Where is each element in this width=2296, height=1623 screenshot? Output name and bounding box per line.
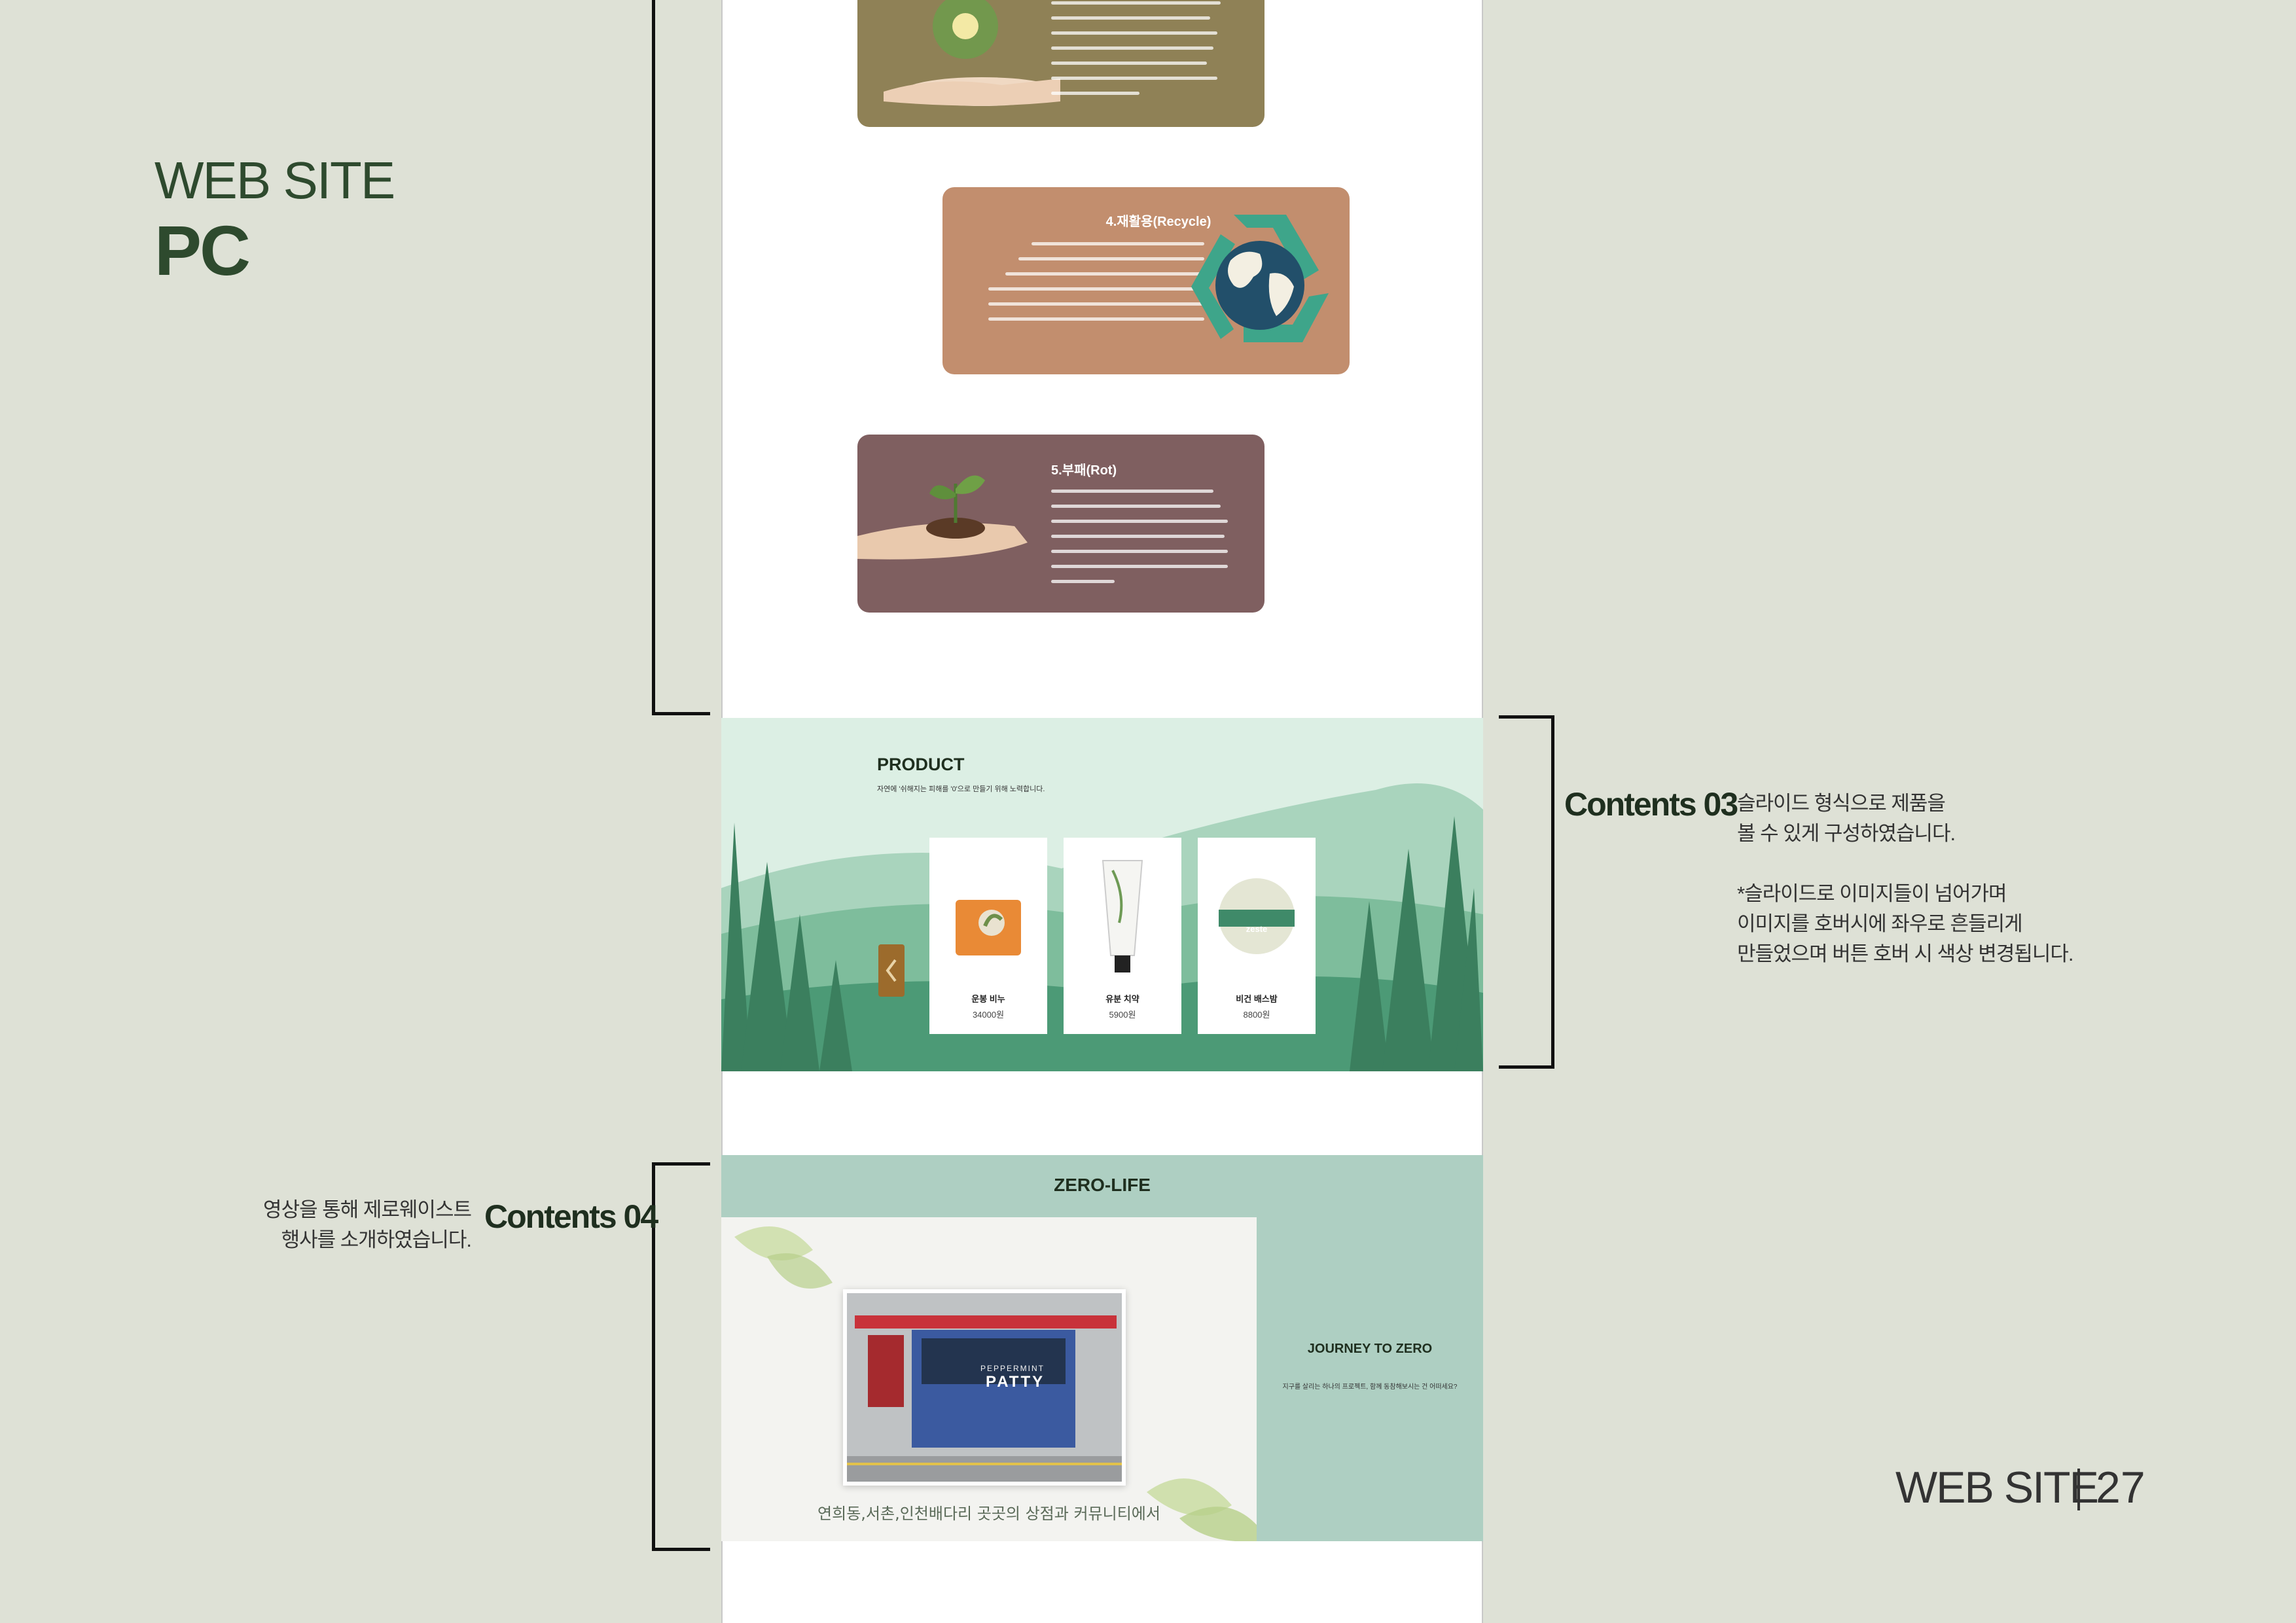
card-text-lines — [1051, 1, 1228, 107]
bathbomb-icon — [1219, 878, 1295, 954]
description-line: 이미지를 호버시에 좌우로 흔들리게 — [1737, 912, 2023, 935]
shop-sign-small: PEPPERMINT — [980, 1364, 1045, 1373]
sprout-hand-icon — [857, 475, 1028, 560]
section-subtitle: PC — [154, 211, 251, 290]
contents-03-title: Contents 03 — [1564, 786, 1738, 823]
bracket-contents-02 — [652, 0, 710, 715]
description-line: 볼 수 있게 구성하였습니다. — [1737, 822, 1956, 845]
product-section: PRODUCT 자연에 '쉬해지는 피해를 '0'으로 만들기 위해 노력합니다… — [721, 718, 1483, 1071]
description-line: *슬라이드로 이미지들이 넘어가며 — [1737, 882, 2007, 905]
contents-03-description: 슬라이드 형식으로 제품을 볼 수 있게 구성하였습니다. *슬라이드로 이미지… — [1737, 789, 2074, 969]
card-rot-title: 5.부패(Rot) — [1051, 463, 1117, 478]
footer-divider — [2077, 1469, 2080, 1510]
page-number: 27 — [2096, 1463, 2145, 1512]
hand-bulb-icon — [884, 0, 1060, 106]
shop-front-icon — [847, 1293, 1122, 1482]
product-name: 유분 치약 — [1105, 994, 1139, 1004]
product-title: PRODUCT — [877, 755, 965, 774]
journey-title: JOURNEY TO ZERO — [1307, 1342, 1433, 1356]
product-price: 5900원 — [1109, 1010, 1136, 1020]
zero-life-title: ZERO-LIFE — [1054, 1175, 1151, 1195]
footer-label: WEB SITE — [1895, 1463, 2099, 1512]
product-card[interactable]: zeste 비건 배스밤 8800원 — [1198, 838, 1316, 1034]
card-recycle-title: 4.재활용(Recycle) — [1105, 215, 1211, 229]
card-rot: 5.부패(Rot) — [857, 435, 1265, 613]
video-panel[interactable]: PEPPERMINT PATTY 연희동,서촌,인천배다리 곳곳의 상점과 커뮤… — [721, 1217, 1257, 1541]
description-line: 슬라이드 형식으로 제품을 — [1737, 792, 1946, 815]
contents-04-title: Contents 04 — [484, 1198, 658, 1235]
bathbomb-label: zeste — [1246, 924, 1268, 934]
card-recycle: 4.재활용(Recycle) — [942, 187, 1350, 374]
journey-text: 지구를 살리는 하나의 프로젝트, 함께 동참해보시는 건 어떠세요? — [1282, 1383, 1458, 1391]
bracket-contents-03 — [1499, 715, 1554, 1069]
card-text-lines — [1051, 490, 1228, 595]
section-title: WEB SITE — [154, 151, 395, 209]
product-card[interactable]: 운봉 비누 34000원 — [929, 838, 1047, 1034]
bracket-contents-04 — [652, 1162, 710, 1551]
card-text-lines — [988, 242, 1204, 332]
product-price: 34000원 — [972, 1010, 1005, 1020]
contents-04-description: 영상을 통해 제로웨이스트 행사를 소개하였습니다. — [249, 1195, 472, 1255]
shop-sign: PATTY — [986, 1373, 1045, 1391]
product-price: 8800원 — [1243, 1010, 1270, 1020]
soap-icon — [956, 900, 1021, 955]
slider-prev-button[interactable] — [878, 944, 905, 997]
description-spacer — [1737, 849, 2073, 879]
description-line: 행사를 소개하였습니다. — [281, 1228, 472, 1251]
card-reuse — [857, 0, 1265, 127]
zero-life-section: ZERO-LIFE PEPPERMINT PATTY 연희동,서촌,인천배다리 … — [721, 1155, 1483, 1541]
description-line: 영상을 통해 제로웨이스트 — [263, 1198, 472, 1221]
video-caption: 연희동,서촌,인천배다리 곳곳의 상점과 커뮤니티에서 — [817, 1505, 1160, 1523]
product-card[interactable]: 유분 치약 5900원 — [1064, 838, 1181, 1034]
leaf-decoration-icon — [734, 1226, 1257, 1541]
description-line: 만들었으며 버튼 호버 시 색상 변경됩니다. — [1737, 942, 2074, 965]
product-name: 비건 배스밤 — [1236, 994, 1278, 1004]
shop-photo: PEPPERMINT PATTY — [843, 1289, 1126, 1486]
chevron-left-icon — [886, 959, 897, 982]
product-subtitle: 자연에 '쉬해지는 피해를 '0'으로 만들기 위해 노력합니다. — [877, 785, 1045, 793]
recycle-earth-icon — [1191, 215, 1329, 342]
toothpaste-icon — [1102, 860, 1143, 972]
product-name: 운봉 비누 — [971, 994, 1005, 1004]
